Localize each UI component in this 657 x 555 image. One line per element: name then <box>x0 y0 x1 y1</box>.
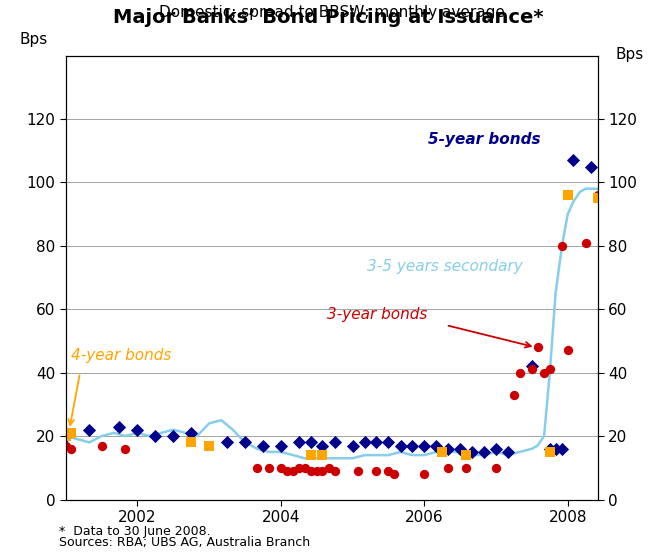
Point <box>545 365 555 374</box>
Point <box>419 441 430 450</box>
Point <box>491 463 501 472</box>
Point <box>324 463 334 472</box>
Point <box>168 432 179 441</box>
Point <box>288 467 298 476</box>
Point <box>306 467 316 476</box>
Point <box>389 470 399 478</box>
Point <box>263 463 274 472</box>
Point <box>204 441 214 450</box>
Text: 4-year bonds: 4-year bonds <box>72 348 172 363</box>
Point <box>443 463 453 472</box>
Point <box>120 445 131 453</box>
Text: Major Banks’ Bond Pricing at Issuance*: Major Banks’ Bond Pricing at Issuance* <box>113 8 544 27</box>
Point <box>317 467 328 476</box>
Point <box>252 463 262 472</box>
Point <box>348 441 358 450</box>
Point <box>186 428 196 437</box>
Point <box>527 362 537 371</box>
Point <box>329 467 340 476</box>
Point <box>240 438 250 447</box>
Text: 5-year bonds: 5-year bonds <box>428 132 541 147</box>
Point <box>556 241 567 250</box>
Point <box>132 425 143 434</box>
Point <box>396 441 406 450</box>
Point <box>317 441 328 450</box>
Point <box>371 467 382 476</box>
Point <box>491 445 501 453</box>
Point <box>311 467 322 476</box>
Point <box>580 238 591 247</box>
Point <box>556 445 567 453</box>
Title: Domestic; spread to BBSW; monthly average: Domestic; spread to BBSW; monthly averag… <box>159 4 505 19</box>
Point <box>467 447 478 456</box>
Point <box>478 447 489 456</box>
Point <box>593 194 603 203</box>
Point <box>317 451 328 460</box>
Point <box>306 451 316 460</box>
Point <box>509 390 519 399</box>
Point <box>275 463 286 472</box>
Point <box>300 463 310 472</box>
Point <box>593 190 603 199</box>
Point <box>419 470 430 478</box>
Point <box>545 445 555 453</box>
Point <box>461 451 471 460</box>
Point <box>60 441 71 450</box>
Point <box>66 428 77 437</box>
Point <box>66 445 77 453</box>
Point <box>353 467 363 476</box>
Point <box>222 438 233 447</box>
Point <box>97 441 107 450</box>
Point <box>281 467 292 476</box>
Text: Sources: RBA; UBS AG, Australia Branch: Sources: RBA; UBS AG, Australia Branch <box>59 537 310 549</box>
Point <box>437 447 447 456</box>
Y-axis label: Bps: Bps <box>616 47 644 62</box>
Point <box>586 162 597 171</box>
Point <box>294 463 304 472</box>
Point <box>527 365 537 374</box>
Point <box>329 438 340 447</box>
Point <box>60 432 71 441</box>
Point <box>371 438 382 447</box>
Point <box>407 441 417 450</box>
Point <box>551 445 561 453</box>
Point <box>258 441 268 450</box>
Point <box>383 438 394 447</box>
Point <box>60 432 71 441</box>
Point <box>539 368 549 377</box>
Point <box>532 343 543 352</box>
Text: 3-5 years secondary: 3-5 years secondary <box>367 259 523 274</box>
Point <box>294 438 304 447</box>
Point <box>443 445 453 453</box>
Point <box>383 467 394 476</box>
Point <box>431 441 442 450</box>
Point <box>562 190 573 199</box>
Point <box>275 441 286 450</box>
Point <box>186 438 196 447</box>
Point <box>562 346 573 355</box>
Point <box>455 445 465 453</box>
Point <box>114 422 125 431</box>
Point <box>150 432 160 441</box>
Point <box>84 425 95 434</box>
Text: 3-year bonds: 3-year bonds <box>327 307 428 322</box>
Point <box>359 438 370 447</box>
Point <box>514 368 525 377</box>
Point <box>568 156 579 165</box>
Point <box>545 447 555 456</box>
Text: *  Data to 30 June 2008.: * Data to 30 June 2008. <box>59 526 211 538</box>
Point <box>306 438 316 447</box>
Point <box>461 463 471 472</box>
Point <box>503 447 514 456</box>
Y-axis label: Bps: Bps <box>20 32 48 47</box>
